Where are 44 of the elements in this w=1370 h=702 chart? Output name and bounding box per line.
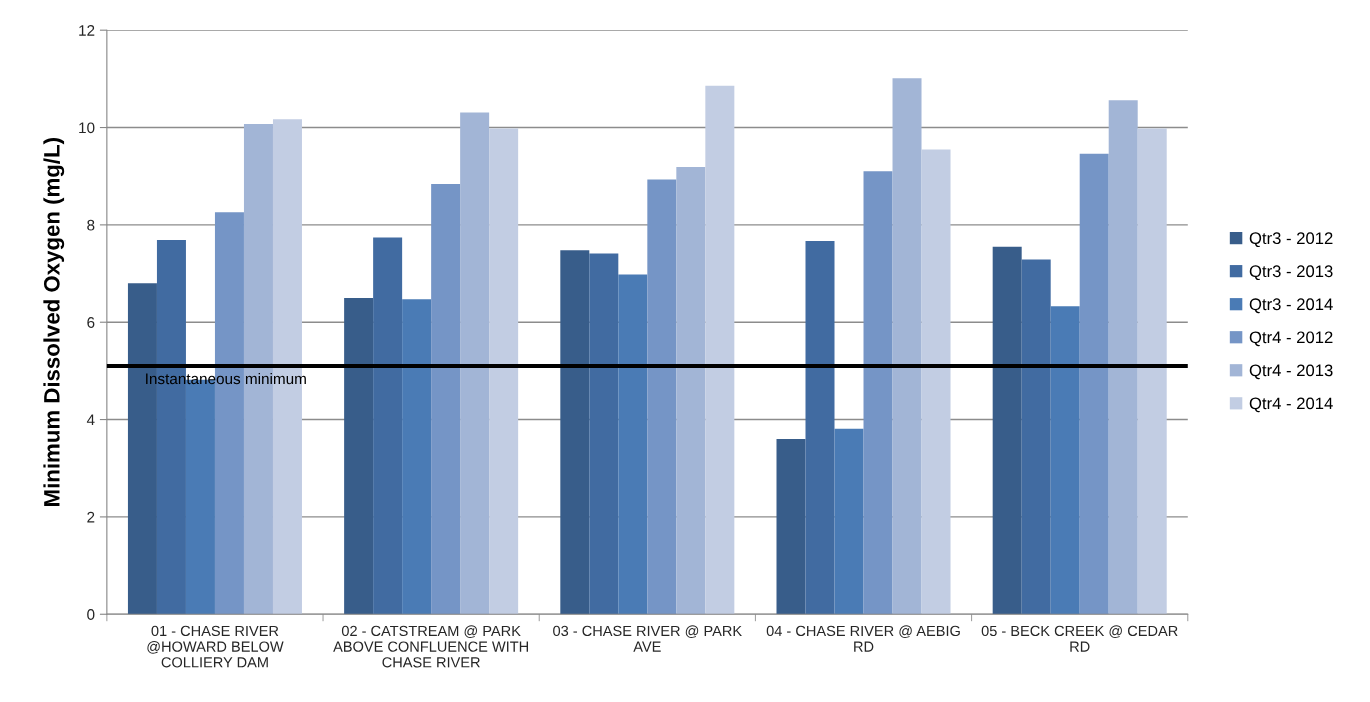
bar	[373, 237, 403, 615]
bar	[805, 240, 835, 615]
bar	[1079, 153, 1109, 615]
bar	[431, 183, 461, 615]
legend-label: Qtr4 - 2013	[1249, 364, 1333, 380]
bar	[705, 85, 735, 615]
y-tick-label: 4	[86, 414, 95, 426]
bar	[921, 149, 951, 615]
ref-line-label: Instantaneous minimum	[146, 372, 306, 385]
legend-label: Qtr3 - 2013	[1249, 265, 1333, 281]
bar	[589, 253, 619, 615]
legend-label: Qtr4 - 2012	[1249, 331, 1333, 347]
x-tick-label: 04 - CHASE RIVER @ AEBIG RD	[766, 625, 960, 652]
bar	[1108, 100, 1138, 615]
x-tick-label: 03 - CHASE RIVER @ PARK AVE	[553, 625, 742, 652]
bar	[618, 274, 648, 615]
x-tick-label: 01 - CHASE RIVER @HOWARD BELOW COLLIERY DAM	[147, 625, 284, 668]
x-tick-label: 02 - CATSTREAM @ PARK ABOVE CONFLUENCE WITH CHASE RIVER	[333, 625, 528, 668]
y-tick-label: 8	[87, 219, 95, 231]
y-tick-label: 6	[87, 317, 95, 328]
bar	[460, 112, 490, 615]
bar	[1050, 306, 1080, 615]
x-tick-label: 05 - BECK CREEK @ CEDAR RD	[981, 625, 1178, 652]
legend-label: Qtr3 - 2012	[1249, 232, 1333, 248]
bar	[489, 128, 519, 615]
bar	[676, 166, 706, 615]
bar	[992, 246, 1022, 615]
bar	[1021, 259, 1051, 615]
bar	[560, 250, 590, 615]
bar	[402, 299, 432, 615]
y-tick-label: 0	[87, 609, 95, 620]
bar	[344, 297, 374, 615]
legend-label: Qtr4 - 2014	[1249, 397, 1333, 413]
y-tick-label: 2	[87, 511, 95, 523]
legend-label: Qtr3 - 2014	[1249, 298, 1333, 314]
y-axis-title: Minimum Dissolved Oxygen (mg/L)	[43, 138, 65, 506]
bar	[1137, 128, 1167, 615]
bar	[834, 428, 864, 615]
bar	[863, 171, 893, 615]
y-tick-label: 12	[79, 25, 95, 36]
bar	[647, 179, 677, 615]
bar	[776, 439, 806, 615]
bar	[892, 78, 922, 615]
y-tick-label: 10	[79, 122, 95, 134]
